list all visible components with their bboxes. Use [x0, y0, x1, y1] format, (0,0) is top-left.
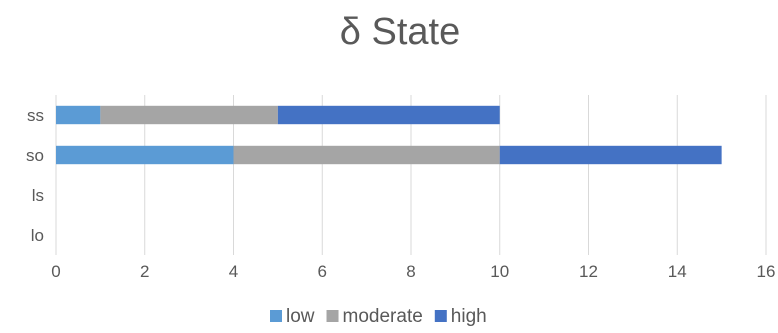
y-category-label-ls: ls	[32, 186, 44, 205]
x-tick-label-7: 14	[668, 262, 687, 281]
x-axis-ticks: 0 2 4 6 8 10 12 14 16	[51, 262, 775, 281]
bar-so-low	[56, 145, 234, 165]
x-tick-label-6: 12	[579, 262, 598, 281]
y-category-label-lo: lo	[31, 226, 44, 245]
bars	[56, 105, 722, 165]
legend: low moderate high	[270, 306, 487, 327]
legend-swatch-high	[434, 310, 447, 322]
bar-so-moderate	[233, 145, 500, 165]
x-tick-label-2: 4	[229, 262, 238, 281]
legend-label-low: low	[286, 306, 315, 327]
chart-title: δ State	[340, 11, 460, 53]
y-category-label-ss: ss	[27, 106, 44, 125]
x-tick-label-1: 2	[140, 262, 149, 281]
x-tick-label-0: 0	[51, 262, 60, 281]
x-tick-label-3: 6	[318, 262, 327, 281]
legend-label-high: high	[451, 306, 487, 327]
x-tick-label-4: 8	[406, 262, 415, 281]
bar-ss-low	[56, 105, 101, 125]
legend-swatch-low	[270, 310, 282, 322]
bar-ss-high	[277, 105, 500, 125]
bar-so-high	[499, 145, 722, 165]
y-axis-categories: lo ls so ss	[26, 106, 44, 245]
legend-swatch-moderate	[326, 310, 339, 322]
x-tick-label-8: 16	[757, 262, 776, 281]
x-tick-label-5: 10	[490, 262, 509, 281]
legend-label-moderate: moderate	[343, 306, 423, 327]
bar-ss-moderate	[100, 105, 278, 125]
y-category-label-so: so	[26, 146, 44, 165]
